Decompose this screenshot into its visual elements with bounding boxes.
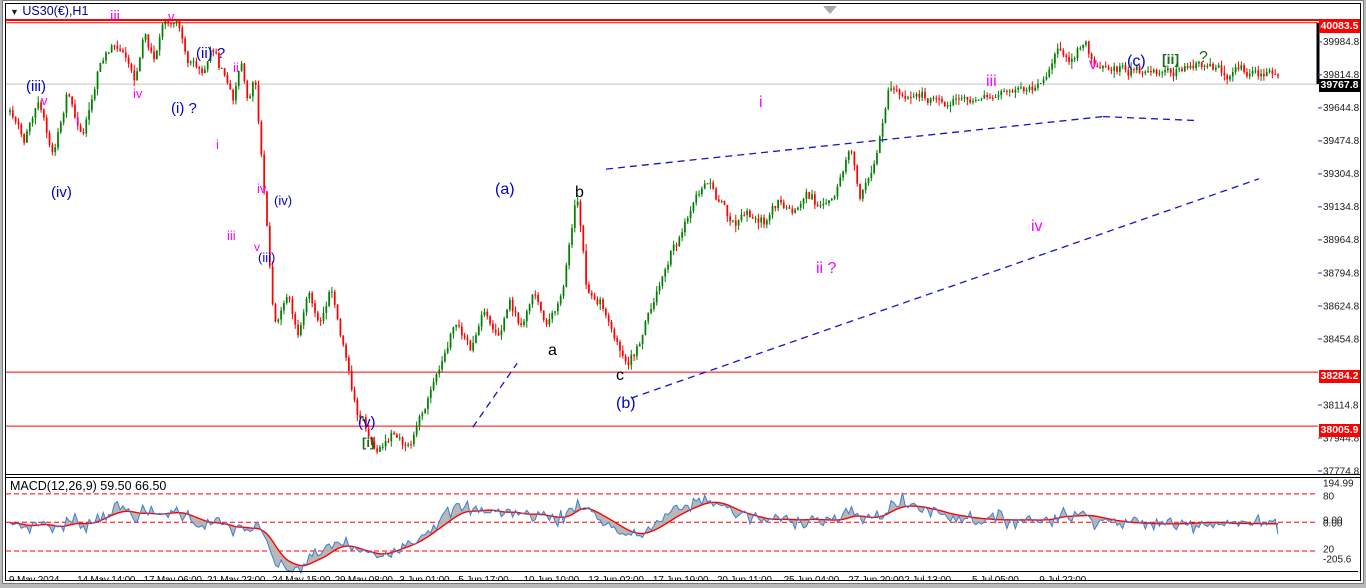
svg-text:(i) ?: (i) ? xyxy=(171,100,197,117)
svg-text:v: v xyxy=(41,93,48,108)
svg-text:[ii]: [ii] xyxy=(1162,51,1179,67)
svg-text:80: 80 xyxy=(1323,491,1335,502)
svg-text:ii: ii xyxy=(233,60,239,75)
svg-text:(iv): (iv) xyxy=(51,184,72,201)
svg-text:c: c xyxy=(616,367,624,384)
svg-text:(b): (b) xyxy=(616,395,636,412)
svg-text:ii ?: ii ? xyxy=(816,260,837,277)
svg-text:9.00: 9.00 xyxy=(1323,515,1343,526)
svg-text:38794.8: 38794.8 xyxy=(1323,268,1360,279)
svg-text:39474.8: 39474.8 xyxy=(1323,136,1360,147)
svg-text:194.99: 194.99 xyxy=(1323,478,1354,489)
svg-text:iii: iii xyxy=(986,73,997,90)
svg-text:39304.8: 39304.8 xyxy=(1323,169,1360,180)
svg-text:(c): (c) xyxy=(1127,53,1146,70)
svg-text:38964.8: 38964.8 xyxy=(1323,235,1360,246)
svg-text:iii: iii xyxy=(227,228,236,243)
svg-text:39644.8: 39644.8 xyxy=(1323,103,1360,114)
svg-text:(iii): (iii) xyxy=(258,250,275,265)
svg-text:i: i xyxy=(76,113,79,128)
svg-text:b: b xyxy=(575,184,584,201)
svg-text:?: ? xyxy=(1199,49,1208,66)
svg-text:[i]: [i] xyxy=(362,435,374,450)
svg-text:38454.8: 38454.8 xyxy=(1323,334,1360,345)
svg-text:(v): (v) xyxy=(358,414,376,431)
svg-text:i: i xyxy=(759,94,763,111)
svg-text:v: v xyxy=(1089,56,1097,73)
svg-text:-205.6: -205.6 xyxy=(1323,554,1352,565)
svg-text:a: a xyxy=(548,342,557,359)
svg-text:iv: iv xyxy=(1031,218,1043,235)
svg-text:39984.8: 39984.8 xyxy=(1323,37,1360,48)
svg-text:(iv): (iv) xyxy=(274,193,292,208)
svg-text:38624.8: 38624.8 xyxy=(1323,301,1360,312)
svg-text:iv: iv xyxy=(257,181,267,196)
svg-text:i: i xyxy=(216,137,219,152)
svg-text:37774.8: 37774.8 xyxy=(1323,466,1360,477)
svg-text:iv: iv xyxy=(133,86,143,101)
svg-text:(ii) ?: (ii) ? xyxy=(196,45,225,62)
svg-text:(a): (a) xyxy=(495,181,515,198)
svg-text:38114.8: 38114.8 xyxy=(1323,400,1359,411)
svg-text:39134.8: 39134.8 xyxy=(1323,202,1360,213)
